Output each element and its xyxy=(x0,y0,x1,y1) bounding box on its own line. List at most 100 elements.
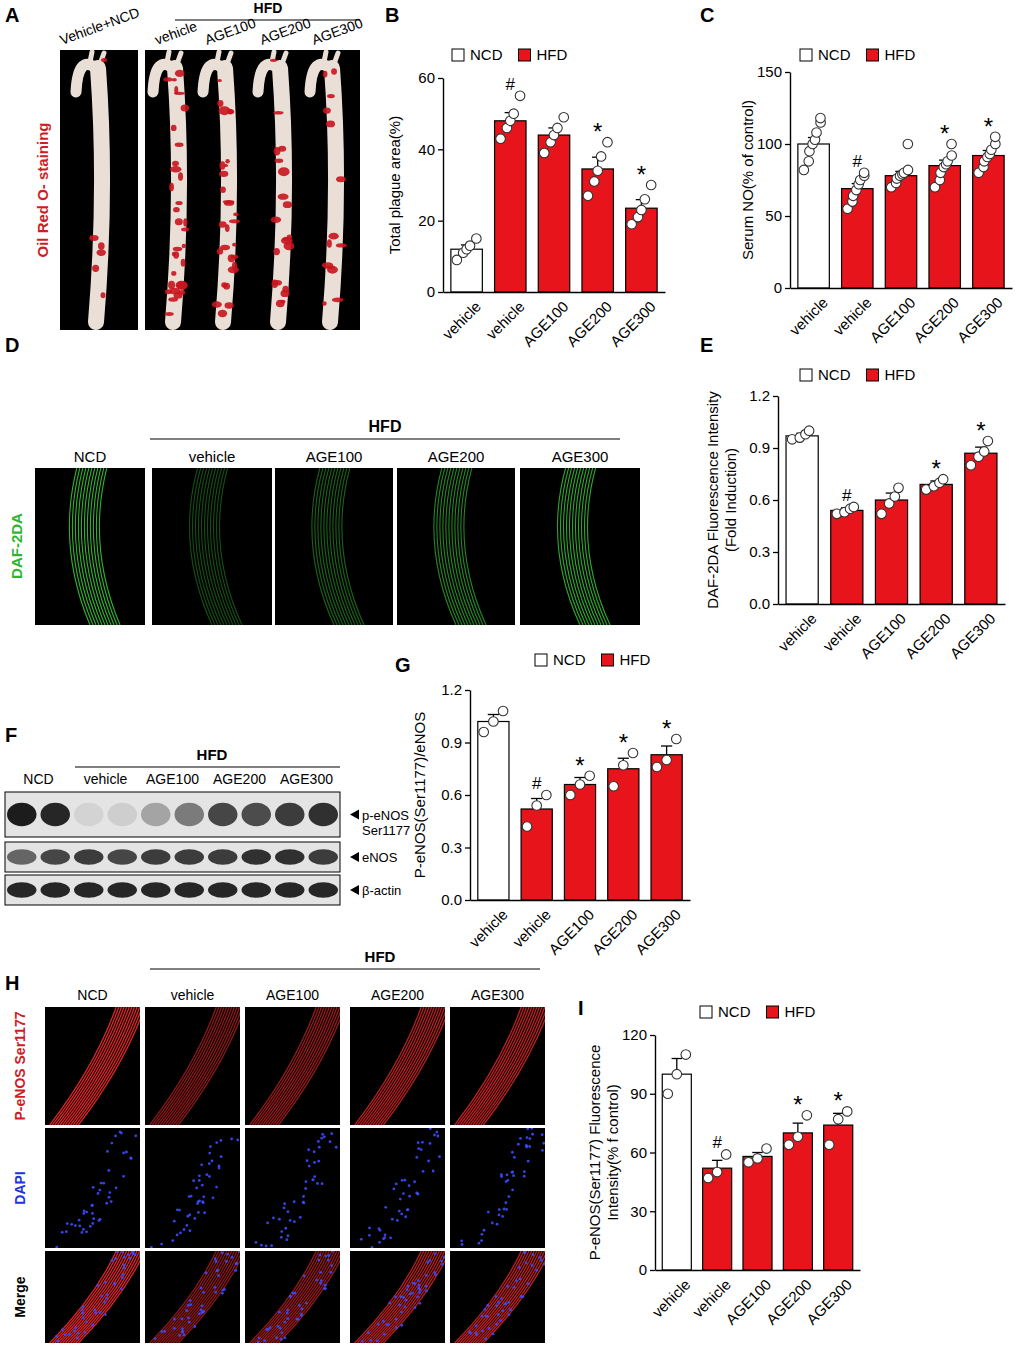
error-stem xyxy=(797,1123,798,1133)
nucleus xyxy=(286,1317,289,1320)
aorta xyxy=(310,52,347,322)
nucleus xyxy=(270,1244,273,1247)
fiber xyxy=(376,1251,443,1343)
nucleus xyxy=(179,1232,182,1235)
nucleus xyxy=(367,1331,370,1334)
nucleus xyxy=(215,1186,218,1189)
fluorescence-image xyxy=(450,1007,545,1125)
column-label: AGE200 xyxy=(428,448,485,465)
nucleus xyxy=(286,1309,289,1312)
bar xyxy=(831,510,863,604)
legend-swatch xyxy=(700,1006,712,1018)
column-label: NCD xyxy=(77,987,107,1003)
nucleus xyxy=(417,1279,420,1282)
panel-letter: D xyxy=(5,334,19,356)
y-tick: 0.9 xyxy=(441,734,470,751)
group-label: HFD xyxy=(365,948,396,965)
panel-letter: H xyxy=(5,972,19,994)
nucleus xyxy=(278,1311,281,1314)
fiber xyxy=(465,1251,532,1343)
nucleus xyxy=(520,1295,523,1298)
nucleus xyxy=(73,1330,76,1333)
y-axis-line xyxy=(470,691,471,901)
fiber xyxy=(473,1251,540,1343)
data-point xyxy=(539,148,549,158)
nucleus xyxy=(286,1312,289,1315)
column-label: AGE200 xyxy=(371,987,424,1003)
fiber xyxy=(165,1007,232,1125)
y-tick-label: 0.3 xyxy=(441,839,462,856)
lipid-spot xyxy=(271,279,277,288)
data-point xyxy=(799,165,809,175)
nucleus xyxy=(289,1295,292,1298)
bar xyxy=(521,809,552,900)
nucleus xyxy=(435,1131,438,1134)
legend-swatch xyxy=(535,654,547,666)
error-cap xyxy=(712,1160,722,1161)
nucleus xyxy=(468,1330,471,1333)
y-axis: 0204060 xyxy=(418,69,443,300)
nucleus xyxy=(316,1182,319,1185)
aorta-trunk xyxy=(330,68,336,322)
nucleus xyxy=(197,1211,200,1214)
nucleus xyxy=(154,1337,157,1340)
y-tick-mark xyxy=(465,690,470,691)
x-tick-label: AGE300 xyxy=(632,906,684,958)
aorta-branch xyxy=(324,52,338,64)
plot-marks xyxy=(798,113,1004,288)
aorta-branch xyxy=(272,52,286,64)
y-tick-mark xyxy=(465,900,470,901)
nucleus xyxy=(108,1191,111,1194)
x-tick-label: AGE300 xyxy=(607,298,659,350)
nucleus xyxy=(275,1336,278,1339)
fiber xyxy=(171,1251,238,1343)
data-point xyxy=(947,151,957,161)
y-tick-label: 0 xyxy=(639,1261,647,1278)
nucleus xyxy=(211,1160,214,1163)
nucleus xyxy=(289,1295,292,1298)
nucleus xyxy=(176,1208,179,1211)
nucleus xyxy=(327,1259,330,1262)
fiber xyxy=(378,1007,445,1125)
nucleus xyxy=(265,1245,268,1248)
nucleus xyxy=(436,1135,439,1138)
nucleus xyxy=(123,1256,126,1259)
x-axis-line xyxy=(779,604,1006,605)
x-tick: vehicle xyxy=(466,900,511,951)
nucleus xyxy=(505,1180,508,1183)
nucleus xyxy=(139,1253,140,1256)
data-point xyxy=(532,801,542,811)
fiber xyxy=(273,1251,340,1343)
aorta-branch xyxy=(217,52,231,64)
fiber xyxy=(365,1251,432,1343)
lipid-spot xyxy=(181,104,190,111)
data-point xyxy=(593,166,603,176)
fiber xyxy=(173,1251,240,1343)
fiber xyxy=(60,1251,127,1343)
fiber xyxy=(176,1007,240,1125)
nucleus xyxy=(321,1133,324,1136)
error-bar xyxy=(661,746,672,755)
fiber xyxy=(163,1007,230,1125)
fiber xyxy=(173,1007,240,1125)
data-point xyxy=(472,234,482,244)
lipid-spot xyxy=(217,79,222,82)
nucleus xyxy=(189,1229,192,1232)
image-background xyxy=(275,468,393,625)
nucleus xyxy=(277,1325,280,1328)
error-cap xyxy=(793,1122,803,1123)
bar xyxy=(703,1168,732,1270)
nucleus xyxy=(395,1183,398,1186)
bar xyxy=(743,1156,772,1270)
data-point xyxy=(646,180,656,190)
blot-band xyxy=(175,849,204,865)
nucleus xyxy=(313,1161,316,1164)
nucleus xyxy=(391,1218,394,1221)
fiber xyxy=(96,468,117,625)
nucleus xyxy=(318,1254,321,1257)
y-tick-label: 60 xyxy=(418,69,435,86)
nucleus xyxy=(543,1263,545,1266)
aorta-arch xyxy=(76,64,98,92)
nucleus xyxy=(434,1252,437,1255)
y-tick-mark xyxy=(773,604,778,605)
